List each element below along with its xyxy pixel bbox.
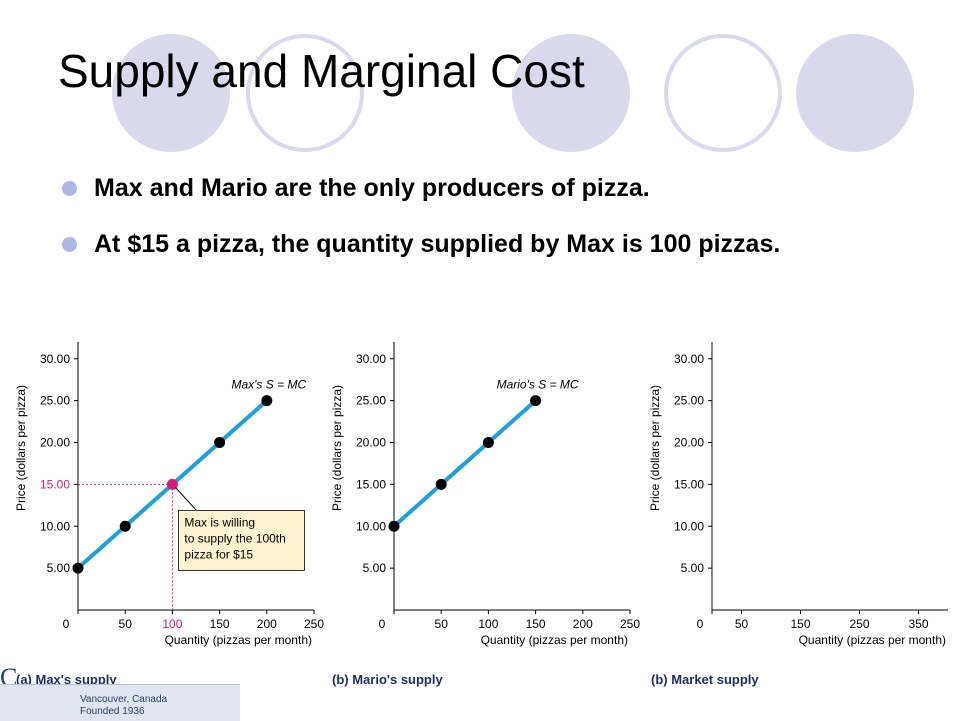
bullet-text: Max and Mario are the only producers of … — [94, 174, 650, 202]
x-tick-label: 50 — [435, 617, 449, 631]
data-point — [119, 520, 131, 532]
x-tick-label: 100 — [478, 617, 498, 631]
logo-line: Founded 1936 — [80, 706, 145, 717]
y-tick-label: 5.00 — [47, 561, 71, 575]
x-tick-label: 200 — [257, 617, 277, 631]
y-tick-label: 10.00 — [40, 519, 70, 533]
x-tick-label: 0 — [379, 617, 386, 631]
y-tick-label: 20.00 — [356, 436, 386, 450]
logo-badge: Vancouver, Canada Founded 1936 — [0, 684, 240, 721]
max-supply-chart: 5.00 10.00 15.00 20.00 25.00 30.00 0 50 100 150 20… — [14, 342, 324, 647]
decorative-ring — [664, 34, 782, 152]
decorative-circle — [796, 34, 914, 152]
supply-curve — [392, 398, 538, 529]
y-axis-title: Price (dollars per pizza) — [14, 385, 28, 511]
bullet-text: At $15 a pizza, the quantity supplied by… — [94, 230, 781, 258]
x-tick-label: 0 — [63, 617, 70, 631]
data-point — [482, 437, 494, 448]
logo-line: Vancouver, Canada — [80, 694, 168, 705]
bullet-dot-icon — [62, 181, 77, 196]
bullet-item: At $15 a pizza, the quantity supplied by… — [62, 226, 922, 262]
bullet-list: Max and Mario are the only producers of … — [62, 170, 922, 282]
callout-pointer — [175, 487, 197, 511]
x-tick-label: 250 — [849, 617, 869, 631]
market-supply-chart: 5.00 10.00 15.00 20.00 25.00 30.00 0 50 150 250 35… — [648, 342, 948, 647]
bullet-dot-icon — [62, 237, 77, 252]
y-tick-label: 30.00 — [674, 352, 704, 366]
x-tick-label: 200 — [573, 617, 593, 631]
x-tick-label: 250 — [304, 617, 324, 631]
bullet-item: Max and Mario are the only producers of … — [62, 170, 922, 206]
decorative-circle — [512, 34, 630, 152]
data-point — [72, 562, 84, 574]
data-point — [435, 478, 447, 490]
data-point — [214, 437, 226, 448]
y-axis-title: Price (dollars per pizza) — [648, 385, 662, 511]
callout-text: Max is willing — [184, 515, 255, 529]
y-tick-label: 30.00 — [356, 352, 386, 366]
y-tick-label: 5.00 — [681, 561, 705, 575]
chart-caption-mario: (b) Mario's supply — [332, 672, 443, 687]
series-label: Mario's S = MC — [497, 378, 579, 392]
y-tick-label: 10.00 — [674, 519, 704, 533]
x-tick-label: 350 — [908, 617, 928, 631]
decorative-ring — [246, 34, 364, 152]
x-axis-title: Quantity (pizzas per month) — [799, 633, 946, 647]
y-tick-label: 15.00 — [356, 477, 386, 491]
x-tick-label: 50 — [119, 617, 133, 631]
callout-box — [177, 509, 305, 571]
decorative-circle — [112, 34, 230, 152]
y-tick-label: 15.00 — [40, 477, 70, 491]
callout-text: pizza for $15 — [184, 547, 253, 561]
data-point — [261, 395, 273, 407]
x-tick-label: 150 — [210, 617, 230, 631]
x-axis-title: Quantity (pizzas per month) — [165, 633, 312, 647]
mario-supply-chart: 5.00 10.00 15.00 20.00 25.00 30.00 0 50 100 150 20… — [330, 342, 640, 647]
x-axis-title: Quantity (pizzas per month) — [481, 633, 628, 647]
data-point — [388, 520, 400, 532]
y-axis-title: Price (dollars per pizza) — [330, 385, 344, 511]
x-tick-label: 0 — [697, 617, 704, 631]
x-tick-label: 250 — [620, 617, 640, 631]
x-tick-label: 100 — [162, 617, 182, 631]
y-tick-label: 25.00 — [356, 394, 386, 408]
chart-caption-market: (b) Market supply — [651, 672, 759, 687]
data-point — [530, 395, 542, 407]
slide-title: Supply and Marginal Cost — [58, 45, 585, 97]
y-tick-label: 20.00 — [674, 436, 704, 450]
chart-caption-max: (a) Max's supply — [16, 672, 117, 687]
highlight-point — [166, 478, 178, 490]
x-tick-label: 150 — [526, 617, 546, 631]
y-tick-label: 15.00 — [674, 477, 704, 491]
y-tick-label: 5.00 — [363, 561, 387, 575]
series-label: Max's S = MC — [231, 378, 306, 392]
y-tick-label: 20.00 — [40, 436, 70, 450]
callout-text: to supply the 100th — [184, 531, 285, 545]
y-tick-label: 25.00 — [40, 394, 70, 408]
y-tick-label: 10.00 — [356, 519, 386, 533]
y-tick-label: 25.00 — [674, 394, 704, 408]
x-tick-label: 150 — [790, 617, 810, 631]
x-tick-label: 50 — [735, 617, 749, 631]
y-tick-label: 30.00 — [40, 352, 70, 366]
